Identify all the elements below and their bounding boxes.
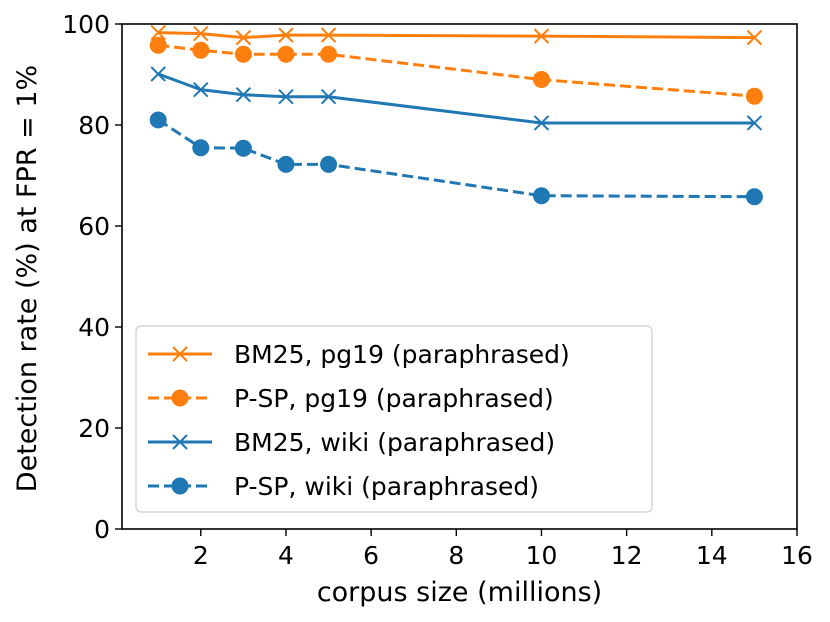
series-line [157,118,755,199]
x-tick-label: 2 [193,541,209,570]
data-point [192,41,210,59]
x-tick-label: 6 [363,541,379,570]
data-point [533,115,550,131]
x-tick-label: 8 [448,541,464,570]
y-axis-label: Detection rate (%) at FPR = 1% [12,65,43,492]
data-point [532,71,550,89]
data-point [150,66,166,82]
data-point [320,45,338,63]
data-point [278,89,294,105]
data-point [746,115,763,131]
y-tick-label: 80 [78,111,110,140]
data-point [149,36,167,54]
data-point [278,27,294,43]
legend-marker [172,346,188,362]
y-tick-label: 0 [94,515,110,544]
y-tick-label: 60 [78,212,110,241]
x-axis-label: corpus size (millions) [317,577,602,608]
legend-marker [171,389,189,407]
data-point [320,89,337,105]
legend-entry: BM25, wiki (paraphrased) [148,428,555,457]
data-point [149,111,167,129]
series-2 [150,66,763,131]
plot-frame [121,23,798,530]
y-tick-label: 20 [78,414,110,443]
y-tick-label: 40 [78,313,110,342]
legend-label: P-SP, wiki (paraphrased) [234,472,539,501]
data-point [277,45,295,63]
data-point [320,155,338,173]
x-tick-label: 12 [611,541,643,570]
series-0 [150,24,763,46]
legend-entry: P-SP, pg19 (paraphrased) [148,384,554,413]
data-point [235,86,252,103]
data-point [320,27,337,43]
x-tick-label: 4 [278,541,294,570]
data-point [193,81,209,98]
data-point [193,25,209,42]
legend-label: P-SP, pg19 (paraphrased) [234,384,554,413]
data-point [745,188,763,206]
data-point [192,139,210,157]
data-point [234,139,252,157]
data-point [235,29,252,46]
data-point [532,187,550,205]
series-1 [149,36,763,105]
series-3 [149,111,763,206]
x-tick-label: 10 [526,541,558,570]
data-point [150,24,166,41]
data-point [745,87,763,105]
legend-marker [172,434,188,450]
x-tick-label: 16 [781,541,813,570]
legend-entry: P-SP, wiki (paraphrased) [148,472,539,501]
data-point [533,28,550,44]
legend-entry: BM25, pg19 (paraphrased) [148,340,570,369]
legend-marker [171,477,189,495]
legend-box [135,325,653,513]
legend: BM25, pg19 (paraphrased) P-SP, pg19 (para… [135,325,653,513]
legend-label: BM25, pg19 (paraphrased) [234,340,570,369]
x-tick-label: 14 [696,541,728,570]
data-point [234,45,252,63]
data-point [746,29,763,46]
y-tick-label: 100 [62,10,110,39]
data-point [277,155,295,173]
legend-label: BM25, wiki (paraphrased) [234,428,555,457]
